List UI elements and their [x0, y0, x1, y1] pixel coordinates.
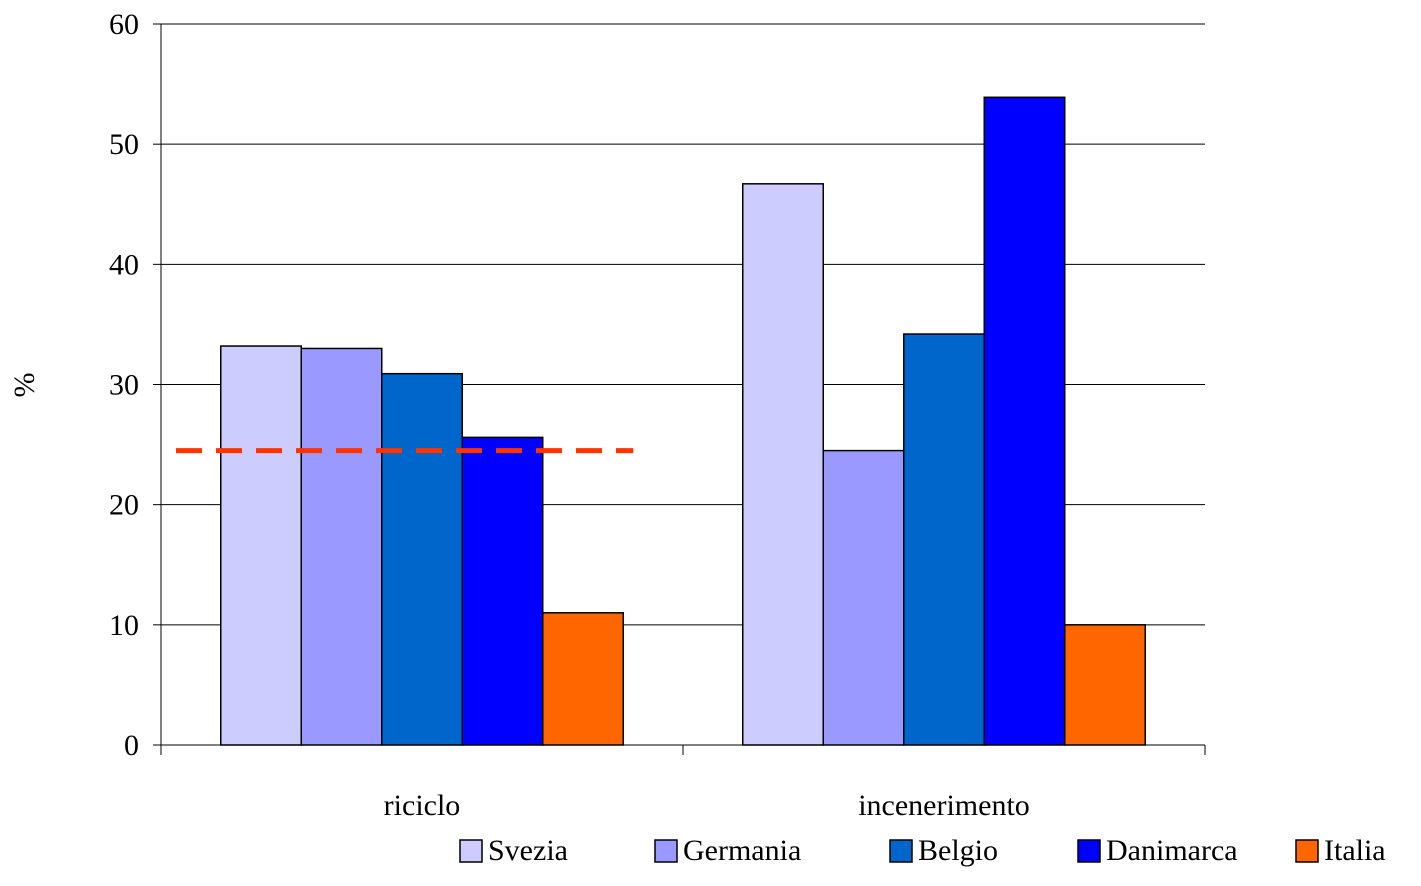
legend-item-belgio: Belgio [889, 834, 998, 867]
y-tick-label: 50 [109, 128, 139, 161]
legend-item-italia: Italia [1295, 834, 1386, 867]
legend-swatch [1295, 839, 1319, 863]
legend-item-svezia: Svezia [459, 834, 568, 867]
y-tick-labels: 0 10 20 30 40 50 60 [109, 8, 139, 762]
bar-svezia-incenerimento [742, 183, 824, 746]
y-tick-label: 30 [109, 369, 139, 402]
legend-label: Italia [1324, 834, 1386, 867]
bar-germania-riciclo [300, 347, 383, 746]
bar-italia-incenerimento [1064, 624, 1146, 746]
legend: Svezia Germania Belgio Danimarca Italia [459, 834, 1386, 867]
x-category-label: riciclo [384, 789, 461, 822]
bar-germania-incenerimento [822, 449, 905, 746]
bar-danimarca-incenerimento [983, 96, 1066, 746]
y-tick-label: 40 [109, 248, 139, 281]
y-tick-label: 10 [109, 609, 139, 642]
bar-belgio-incenerimento [903, 333, 985, 746]
y-tick-label: 20 [109, 489, 139, 522]
bar-svezia-riciclo [220, 345, 302, 746]
bar-italia-riciclo [542, 612, 624, 746]
bar-danimarca-riciclo [461, 436, 544, 746]
axes [153, 23, 1206, 755]
bar-belgio-riciclo [381, 372, 463, 746]
y-tick-label: 0 [124, 729, 139, 762]
legend-swatch [654, 839, 678, 863]
legend-swatch [889, 839, 913, 863]
y-axis-title: % [8, 373, 41, 398]
legend-swatch [1077, 839, 1101, 863]
x-category-label: incenerimento [858, 789, 1030, 822]
x-category-labels: riciclo incenerimento [384, 789, 1030, 822]
legend-label: Germania [683, 834, 801, 867]
legend-item-danimarca: Danimarca [1077, 834, 1238, 867]
y-tick-label: 60 [109, 8, 139, 41]
legend-label: Belgio [918, 834, 998, 867]
legend-swatch [459, 839, 483, 863]
legend-item-germania: Germania [654, 834, 801, 867]
legend-label: Svezia [488, 834, 568, 867]
legend-label: Danimarca [1106, 834, 1238, 867]
bars [220, 96, 1146, 746]
